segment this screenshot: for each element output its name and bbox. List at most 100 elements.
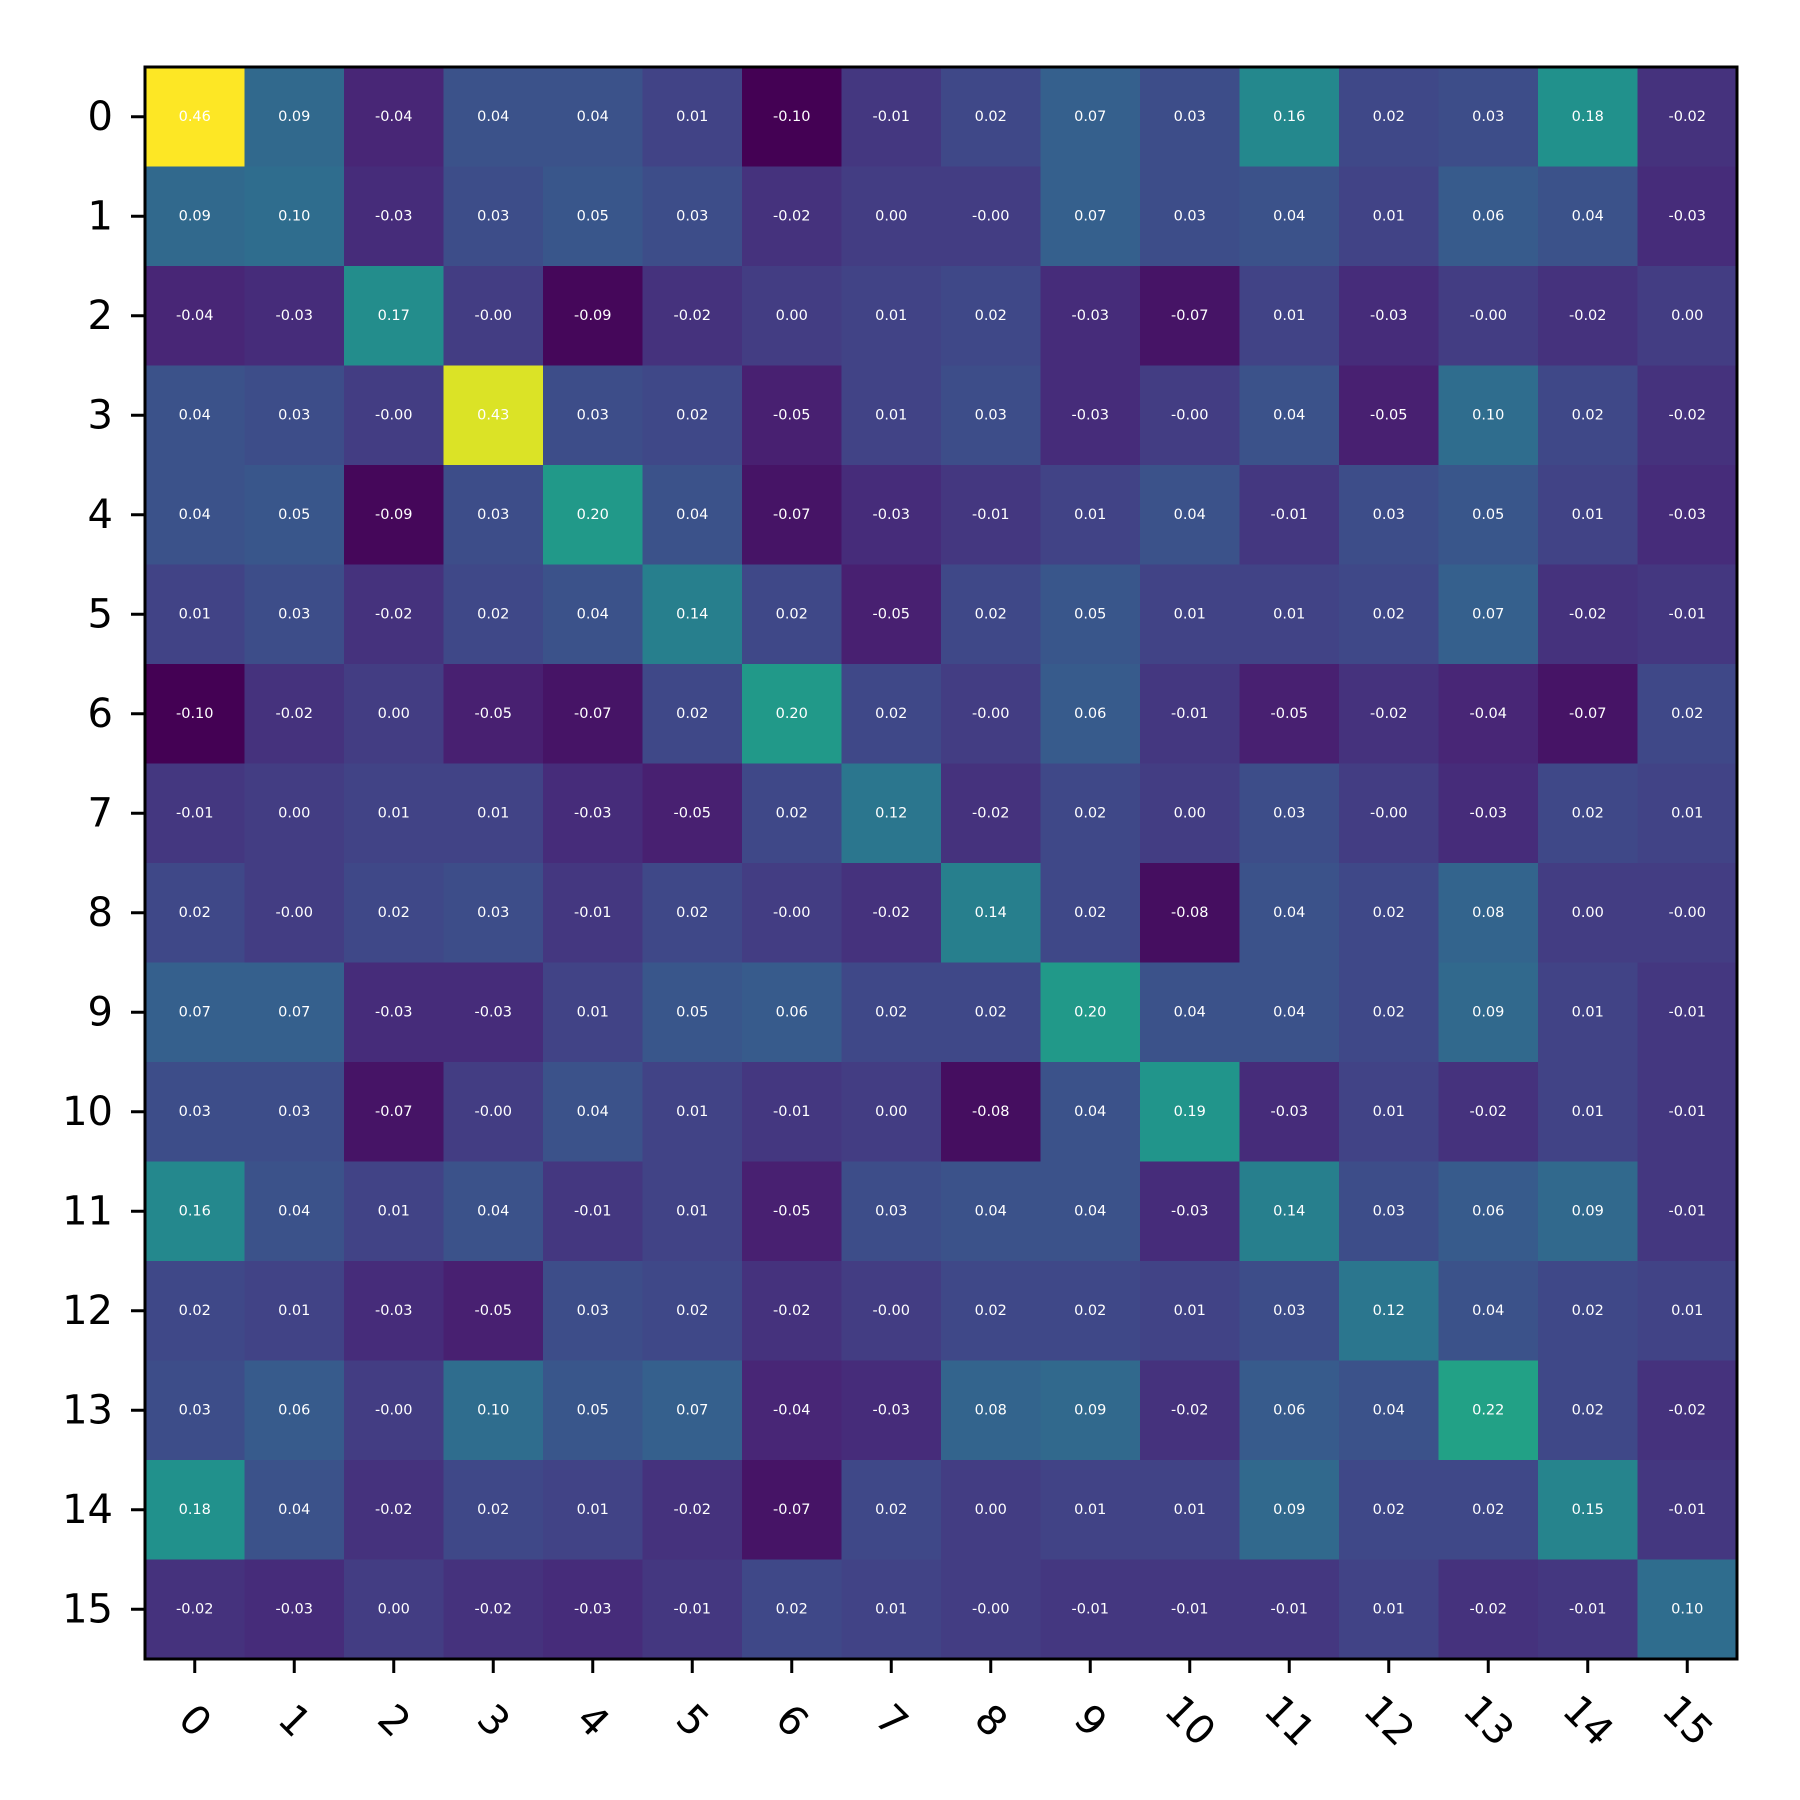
cell-value-label: 0.02 — [477, 606, 509, 622]
heatmap-cell — [642, 1261, 743, 1361]
cell-value-label: 0.08 — [1472, 905, 1504, 921]
cell-value-label: 0.01 — [1572, 1004, 1604, 1020]
cell-value-label: 0.05 — [1472, 507, 1504, 523]
y-tick-label: 5 — [88, 591, 113, 637]
cell-value-label: -0.02 — [1569, 308, 1607, 324]
heatmap-cell — [1339, 1460, 1439, 1560]
cell-value-label: 0.01 — [1074, 507, 1106, 523]
cell-value-label: 0.04 — [278, 1203, 310, 1219]
heatmap-cell — [1538, 664, 1638, 764]
heatmap-cell — [841, 962, 942, 1063]
cell-value-label: 0.10 — [1472, 407, 1504, 423]
heatmap-cell — [244, 763, 345, 864]
heatmap-cell — [1239, 763, 1340, 864]
heatmap-cell — [941, 365, 1041, 466]
cell-value-labels: 0.46 0.09 -0.04 0.04 0.04 0.01 -0.10 -0.01 0.02 0… — [176, 109, 1706, 1618]
heatmap-cell — [344, 1360, 444, 1461]
y-tick-label: 1 — [88, 193, 113, 239]
heatmap-cell — [344, 1559, 444, 1660]
cell-value-label: -0.02 — [375, 1502, 413, 1518]
heatmap-cell — [1040, 962, 1141, 1063]
heatmap-cell — [543, 962, 643, 1063]
cell-value-label: -0.02 — [1469, 1601, 1507, 1617]
cell-value-label: 0.03 — [179, 1104, 211, 1120]
cell-value-label: 0.00 — [278, 805, 310, 821]
cell-value-label: -0.04 — [773, 1402, 811, 1418]
heatmap-cell — [443, 1161, 544, 1262]
heatmap-cell — [642, 1161, 743, 1262]
heatmap-cell — [1438, 266, 1539, 366]
cell-value-label: -0.03 — [1668, 507, 1706, 523]
heatmap-cell — [841, 266, 942, 366]
cell-value-label: -0.10 — [176, 706, 214, 722]
heatmap-cell — [244, 166, 345, 267]
heatmap-cell — [344, 863, 444, 963]
heatmap-cell — [344, 763, 444, 864]
heatmap-cell — [244, 1161, 345, 1262]
cell-value-label: 0.03 — [1273, 1303, 1305, 1319]
heatmap-cell — [1538, 863, 1638, 963]
heatmap-cell — [841, 1460, 942, 1560]
heatmap-cell — [642, 1062, 743, 1162]
cell-value-label: 0.03 — [676, 208, 708, 224]
cell-value-label: 0.16 — [1273, 109, 1305, 125]
cell-value-label: -0.03 — [872, 1402, 910, 1418]
cell-value-label: 0.01 — [875, 1601, 907, 1617]
cell-value-label: 0.02 — [1671, 706, 1703, 722]
heatmap-cell — [1040, 1460, 1141, 1560]
y-tick-label: 4 — [88, 492, 113, 538]
cell-value-label: 0.02 — [1373, 606, 1405, 622]
cell-value-label: 0.20 — [577, 507, 609, 523]
heatmap-cell — [1538, 1360, 1638, 1461]
heatmap-cell — [1040, 863, 1141, 963]
heatmap-cell — [1637, 962, 1738, 1063]
cell-value-label: 0.09 — [1572, 1203, 1604, 1219]
cell-value-label: 0.07 — [278, 1004, 310, 1020]
cell-value-label: 0.04 — [577, 109, 609, 125]
heatmap-cell — [443, 664, 544, 764]
cell-value-label: 0.02 — [875, 706, 907, 722]
cell-value-label: -0.05 — [1270, 706, 1308, 722]
cell-value-label: -0.03 — [375, 208, 413, 224]
heatmap-cell — [1339, 1559, 1439, 1660]
cell-value-label: 0.17 — [378, 308, 410, 324]
heatmap-cell — [443, 1360, 544, 1461]
cell-value-label: 0.43 — [477, 407, 509, 423]
heatmap-cell — [941, 266, 1041, 366]
heatmap-cell — [344, 365, 444, 466]
heatmap-cell — [543, 863, 643, 963]
cell-value-label: 0.02 — [179, 1303, 211, 1319]
heatmap-cell — [841, 1360, 942, 1461]
cell-value-label: 0.00 — [875, 1104, 907, 1120]
cell-value-label: 0.04 — [179, 507, 211, 523]
cell-value-label: -0.01 — [1071, 1601, 1109, 1617]
heatmap-cell — [1339, 1062, 1439, 1162]
cell-value-label: 0.05 — [278, 507, 310, 523]
heatmap-cell — [1040, 465, 1141, 565]
cell-value-label: 0.03 — [1373, 1203, 1405, 1219]
heatmap-cell — [244, 465, 345, 565]
cell-value-label: -0.01 — [872, 109, 910, 125]
heatmap-cell — [1637, 365, 1738, 466]
heatmap-cell — [1538, 1161, 1638, 1262]
cell-value-label: -0.02 — [673, 308, 711, 324]
heatmap-cell — [941, 1062, 1041, 1162]
heatmap-cell — [742, 1161, 842, 1262]
cell-value-label: -0.07 — [773, 1502, 811, 1518]
heatmap-cell — [742, 1559, 842, 1660]
cell-value-label: -0.07 — [574, 706, 612, 722]
y-tick-label: 2 — [88, 293, 113, 339]
cell-value-label: 0.02 — [1373, 1502, 1405, 1518]
heatmap-cell — [1339, 465, 1439, 565]
cell-value-label: -0.01 — [1668, 606, 1706, 622]
cell-value-label: 0.03 — [577, 407, 609, 423]
heatmap-cell — [344, 166, 444, 267]
cell-value-label: 0.02 — [1572, 805, 1604, 821]
heatmap-cell — [1339, 863, 1439, 963]
cell-value-label: 0.10 — [1671, 1601, 1703, 1617]
cell-value-label: 0.04 — [1373, 1402, 1405, 1418]
cell-value-label: 0.03 — [1373, 507, 1405, 523]
heatmap-cell — [1239, 962, 1340, 1063]
